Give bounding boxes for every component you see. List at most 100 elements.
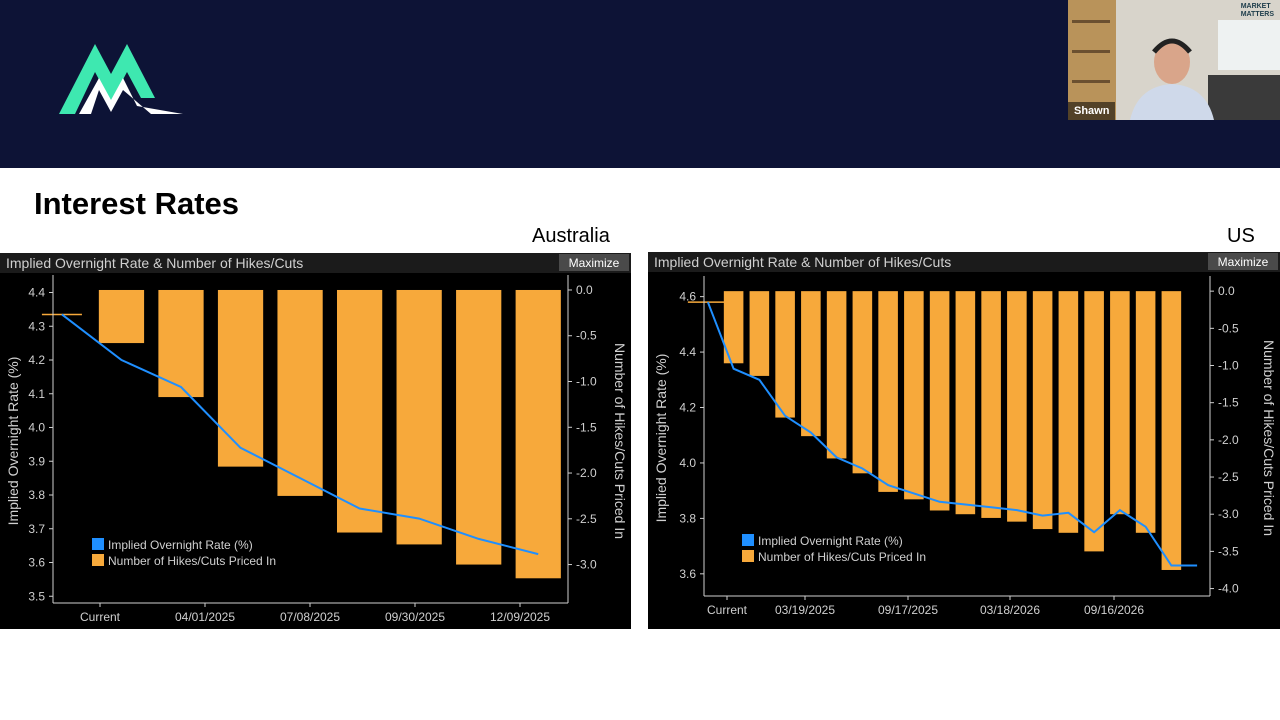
y-right-tick-label: -2.5 <box>1218 470 1239 484</box>
x-tick-label: 03/19/2025 <box>775 603 835 617</box>
y-axis-left-title: Implied Overnight Rate (%) <box>653 354 669 523</box>
bar <box>456 289 502 565</box>
y-left-tick-label: 3.9 <box>28 454 45 468</box>
presenter-image <box>1068 0 1280 120</box>
market-matters-logo <box>59 44 183 114</box>
y-right-tick-label: -1.5 <box>1218 396 1239 410</box>
y-right-tick-label: -2.0 <box>576 466 597 480</box>
y-right-tick-label: -0.5 <box>576 329 597 343</box>
bar <box>1084 291 1104 552</box>
bar <box>98 289 145 344</box>
x-tick-label: 09/30/2025 <box>385 610 445 624</box>
presenter-name: Shawn <box>1068 102 1116 120</box>
y-left-tick-label: 4.4 <box>28 286 45 300</box>
bar <box>1032 291 1053 530</box>
chart-us: Implied Overnight Rate & Number of Hikes… <box>648 252 1280 617</box>
rate-line <box>706 301 1198 567</box>
region-label-australia: Australia <box>532 225 610 247</box>
bar <box>801 291 821 437</box>
y-right-tick-label: -0.5 <box>1218 321 1239 335</box>
bar <box>1135 291 1156 533</box>
y-right-tick-label: -1.0 <box>1218 359 1239 373</box>
legend-label-hikes: Number of Hikes/Cuts Priced In <box>758 550 926 564</box>
y-left-tick-label: 3.5 <box>28 589 45 603</box>
legend-label-rate: Implied Overnight Rate (%) <box>758 534 903 548</box>
y-right-tick-label: -1.0 <box>576 375 597 389</box>
y-left-tick-label: 3.6 <box>28 556 45 570</box>
bar <box>1007 291 1027 522</box>
chart-title: Implied Overnight Rate & Number of Hikes… <box>6 255 303 271</box>
page-title: Interest Rates <box>34 186 240 221</box>
y-left-tick-label: 4.0 <box>28 421 45 435</box>
y-axis-left-title: Implied Overnight Rate (%) <box>5 357 21 526</box>
y-left-tick-label: 3.6 <box>679 567 696 581</box>
bar <box>336 289 383 533</box>
y-right-tick-label: -2.5 <box>576 512 597 526</box>
y-left-tick-label: 3.8 <box>28 488 45 502</box>
y-right-tick-label: 0.0 <box>1218 284 1235 298</box>
legend-swatch-hikes <box>92 554 104 566</box>
x-tick-label: 04/01/2025 <box>175 610 235 624</box>
bar <box>1110 291 1130 515</box>
x-tick-label: 03/18/2026 <box>980 603 1040 617</box>
region-label-us: US <box>1227 225 1255 247</box>
bar <box>852 291 873 474</box>
bar <box>1161 291 1182 570</box>
y-right-tick-label: -2.0 <box>1218 433 1239 447</box>
presenter-video: MARKET MATTERS Shawn <box>1068 0 1280 120</box>
x-tick-label: 07/08/2025 <box>280 610 340 624</box>
bar <box>277 289 323 496</box>
bar <box>396 289 442 545</box>
y-left-tick-label: 3.8 <box>679 511 696 525</box>
bar <box>826 291 847 459</box>
x-tick-label: 09/17/2025 <box>878 603 938 617</box>
y-left-tick-label: 4.3 <box>28 319 45 333</box>
x-tick-label: Current <box>80 610 121 624</box>
y-right-tick-label: -1.5 <box>576 420 597 434</box>
y-left-tick-label: 4.2 <box>28 353 45 367</box>
y-right-tick-label: -3.0 <box>1218 507 1239 521</box>
bar <box>878 291 898 492</box>
presenter-brand: MARKET MATTERS <box>1240 3 1274 18</box>
y-right-tick-label: -3.5 <box>1218 544 1239 558</box>
bar <box>981 291 1001 518</box>
x-tick-label: 09/16/2026 <box>1084 603 1144 617</box>
bar <box>217 289 264 467</box>
y-left-tick-label: 4.0 <box>679 456 696 470</box>
legend-swatch-hikes <box>742 550 754 562</box>
maximize-button-label: Maximize <box>569 256 620 270</box>
bar <box>515 289 561 579</box>
maximize-button[interactable] <box>559 254 629 271</box>
y-axis-right-title: Number of Hikes/Cuts Priced In <box>1261 340 1277 536</box>
bar <box>775 291 795 418</box>
y-left-tick-label: 4.6 <box>679 290 696 304</box>
y-right-tick-label: -4.0 <box>1218 582 1239 596</box>
bar <box>929 291 950 511</box>
bar <box>904 291 924 500</box>
chart-title-bar <box>0 253 631 273</box>
chart-australia: Implied Overnight Rate & Number of Hikes… <box>0 253 631 624</box>
bar <box>955 291 976 515</box>
header-banner: MARKET MATTERS Shawn <box>0 0 1280 168</box>
legend-label-hikes: Number of Hikes/Cuts Priced In <box>108 554 276 568</box>
legend-swatch-rate <box>742 534 754 546</box>
y-right-tick-label: -3.0 <box>576 558 597 572</box>
y-left-tick-label: 4.1 <box>28 387 45 401</box>
y-axis-right-title: Number of Hikes/Cuts Priced In <box>612 343 628 539</box>
legend-swatch-rate <box>92 538 104 550</box>
y-left-tick-label: 4.2 <box>679 401 696 415</box>
chart-panel-australia: Implied Overnight Rate & Number of Hikes… <box>0 253 631 629</box>
bar <box>723 291 744 364</box>
bar <box>749 291 770 376</box>
rate-line <box>61 313 539 556</box>
y-left-tick-label: 3.7 <box>28 522 45 536</box>
x-tick-label: 12/09/2025 <box>490 610 550 624</box>
y-left-tick-label: 4.4 <box>679 345 696 359</box>
x-tick-label: Current <box>707 603 748 617</box>
chart-title-bar <box>648 252 1280 272</box>
maximize-button[interactable] <box>1208 253 1278 270</box>
maximize-button-label: Maximize <box>1218 255 1269 269</box>
y-right-tick-label: 0.0 <box>576 283 593 297</box>
bar <box>1058 291 1079 533</box>
chart-title: Implied Overnight Rate & Number of Hikes… <box>654 254 951 270</box>
